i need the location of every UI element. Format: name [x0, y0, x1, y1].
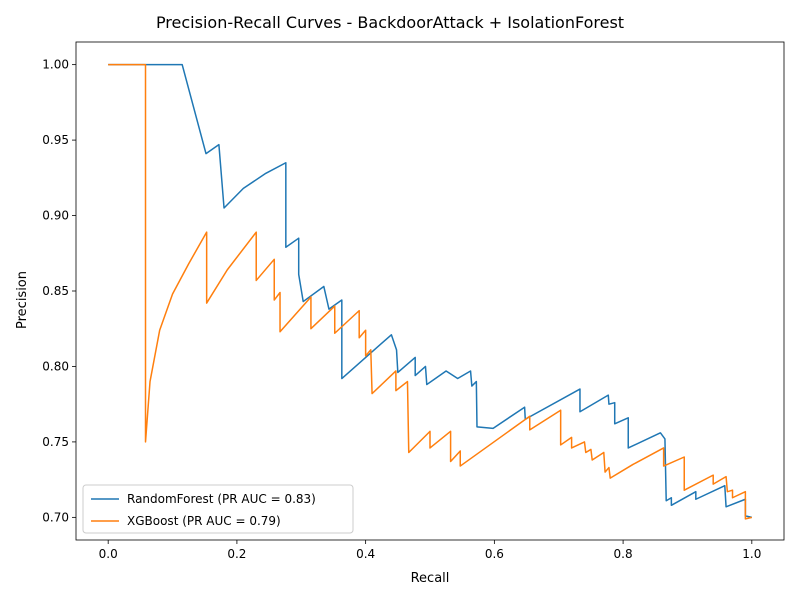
x-tick-label: 0.4 [356, 547, 375, 561]
y-tick-label: 1.00 [42, 58, 69, 72]
y-tick-label: 0.80 [42, 359, 69, 373]
legend-box [82, 484, 354, 534]
y-tick-label: 0.70 [42, 510, 69, 524]
legend: RandomForest (PR AUC = 0.83) XGBoost (PR … [82, 484, 354, 534]
y-tick-label: 0.90 [42, 209, 69, 223]
series-line-xgboost [108, 63, 752, 520]
series-line-randomforest [108, 63, 752, 519]
x-tick-label: 0.0 [99, 547, 118, 561]
x-tick-label: 0.2 [227, 547, 246, 561]
legend-label: XGBoost (PR AUC = 0.79) [127, 514, 281, 528]
y-tick-label: 0.85 [42, 284, 69, 298]
y-axis: 0.70 0.75 0.80 0.85 0.90 0.95 1.00 [42, 58, 76, 524]
x-axis-label: Recall [411, 571, 450, 586]
y-axis-label: Precision [15, 271, 30, 329]
x-tick-label: 0.6 [485, 547, 504, 561]
y-tick-label: 0.75 [42, 435, 69, 449]
y-tick-label: 0.95 [42, 133, 69, 147]
x-tick-label: 0.8 [614, 547, 633, 561]
legend-label: RandomForest (PR AUC = 0.83) [127, 492, 316, 506]
chart-title: Precision-Recall Curves - BackdoorAttack… [156, 13, 624, 32]
x-axis: 0.0 0.2 0.4 0.6 0.8 1.0 [99, 540, 761, 561]
x-tick-label: 1.0 [742, 547, 761, 561]
